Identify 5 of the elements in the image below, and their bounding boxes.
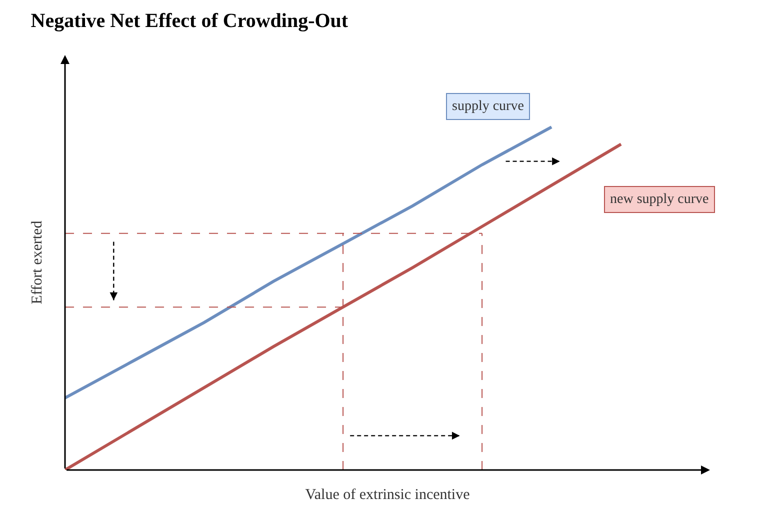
y-axis-title: Effort exerted bbox=[29, 220, 46, 304]
text: new supply curve bbox=[610, 192, 709, 207]
series-label: supply curve bbox=[452, 99, 524, 114]
chart-title: Negative Net Effect of Crowding-Out bbox=[30, 10, 348, 32]
x-axis-title: Value of extrinsic incentive bbox=[305, 487, 470, 503]
